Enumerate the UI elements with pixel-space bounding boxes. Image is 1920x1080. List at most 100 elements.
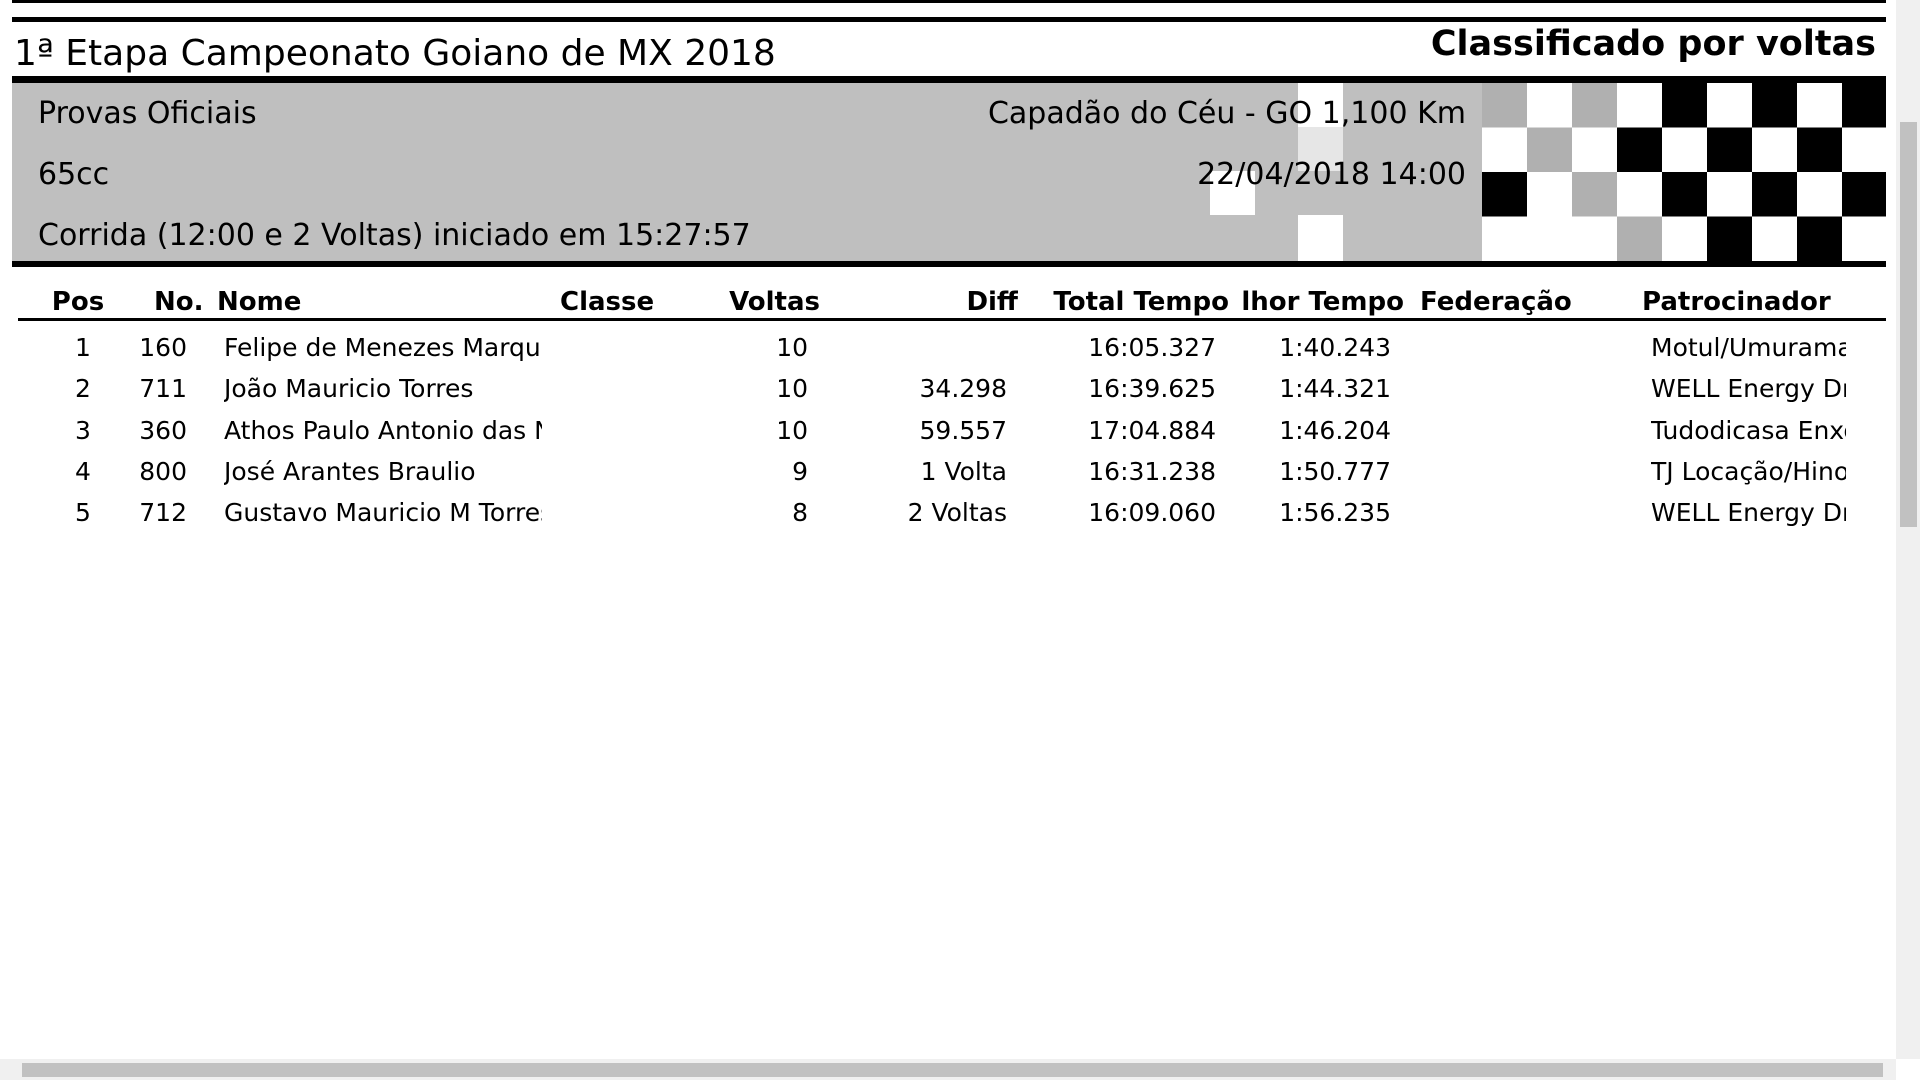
table-cell-text: TJ Locação/Hino bbox=[1651, 456, 1846, 486]
flag-square bbox=[1527, 172, 1572, 217]
table-cell-text: 160 bbox=[139, 333, 187, 362]
text: 65cc bbox=[38, 157, 110, 192]
table-cell-text: 17:04.884 bbox=[1088, 415, 1216, 445]
race-info: Corrida (12:00 e 2 Voltas) iniciado em 1… bbox=[38, 218, 751, 254]
table-cell: Motul/Umurama bbox=[1651, 330, 1846, 366]
column-header: Nome bbox=[217, 284, 517, 320]
table-cell-text: 34.298 bbox=[919, 374, 1007, 404]
table-cell: 4 bbox=[33, 454, 133, 490]
column-header-text: Pos bbox=[51, 287, 105, 317]
flag-square bbox=[1662, 216, 1707, 261]
table-cell: 17:04.884 bbox=[916, 413, 1216, 449]
table-cell: 10 bbox=[508, 371, 808, 407]
table-cell: 712 bbox=[0, 495, 187, 531]
column-header: Federação bbox=[1420, 284, 1720, 320]
column-header: Melhor Tempo bbox=[1243, 284, 1404, 320]
table-cell: Tudodicasa Enxo bbox=[1651, 413, 1846, 449]
table-cell: João Mauricio Torres bbox=[224, 371, 542, 407]
table-cell: 1:50.777 bbox=[1091, 454, 1391, 490]
table-cell-text: Athos Paulo Antonio das Ne bbox=[224, 415, 542, 445]
table-cell-text: 16:39.625 bbox=[1088, 374, 1216, 404]
flag-square bbox=[1662, 83, 1707, 128]
table-cell-text: 711 bbox=[139, 374, 187, 404]
table-cell: WELL Energy Dri bbox=[1651, 371, 1846, 407]
table-cell-text: 800 bbox=[139, 456, 187, 486]
location: Capadão do Céu - GO 1,100 Km bbox=[900, 96, 1466, 132]
flag-square bbox=[1842, 216, 1886, 261]
table-cell: 1 Volta bbox=[707, 454, 1007, 490]
table-cell-text: 10 bbox=[776, 415, 808, 445]
table-cell: Athos Paulo Antonio das Ne bbox=[224, 413, 542, 449]
table-cell-text: 10 bbox=[776, 374, 808, 404]
table-cell: Felipe de Menezes Marques bbox=[224, 330, 542, 366]
column-header: Voltas bbox=[520, 284, 820, 320]
date-time: 22/04/2018 14:00 bbox=[900, 157, 1466, 193]
table-cell: TJ Locação/Hino bbox=[1651, 454, 1846, 490]
table-cell-text: 1:50.777 bbox=[1279, 456, 1391, 486]
table-cell-text: Felipe de Menezes Marques bbox=[224, 333, 542, 362]
flag-square bbox=[1527, 127, 1572, 172]
table-cell: 2 Voltas bbox=[707, 495, 1007, 531]
header-rule bbox=[18, 318, 1886, 321]
text: Provas Oficiais bbox=[38, 96, 257, 131]
table-cell-text: 1:44.321 bbox=[1279, 374, 1391, 404]
flag-square bbox=[1298, 215, 1343, 261]
flag-square bbox=[1572, 83, 1617, 128]
table-cell-text: João Mauricio Torres bbox=[224, 374, 474, 404]
table-cell: 59.557 bbox=[707, 413, 1007, 449]
table-cell-text: 712 bbox=[139, 498, 187, 528]
column-header-text: Nome bbox=[217, 287, 302, 317]
column-header: Patrocinador bbox=[1642, 284, 1920, 320]
event-name: Provas Oficiais bbox=[38, 96, 257, 132]
flag-square bbox=[1482, 127, 1527, 172]
table-cell-text: WELL Energy Dri bbox=[1651, 498, 1846, 528]
flag-square bbox=[1662, 172, 1707, 217]
text: Corrida (12:00 e 2 Voltas) iniciado em 1… bbox=[38, 218, 751, 253]
flag-square bbox=[1797, 127, 1842, 172]
page-title: 1ª Etapa Campeonato Goiano de MX 2018 bbox=[14, 34, 776, 74]
table-cell-text: 5 bbox=[75, 498, 91, 528]
table-cell-text: 1:40.243 bbox=[1279, 333, 1391, 362]
table-cell: 10 bbox=[508, 330, 808, 366]
scroll-thumb[interactable] bbox=[22, 1063, 1883, 1077]
flag-square bbox=[1572, 127, 1617, 172]
table-cell: 2 bbox=[33, 371, 133, 407]
table-cell: 16:09.060 bbox=[916, 495, 1216, 531]
flag-square bbox=[1210, 171, 1255, 215]
flag-square bbox=[1617, 127, 1662, 172]
table-cell: 1:40.243 bbox=[1091, 330, 1391, 366]
column-header-text: Federação bbox=[1420, 287, 1572, 317]
flag-square bbox=[1662, 127, 1707, 172]
table-cell: 1:46.204 bbox=[1091, 413, 1391, 449]
flag-square bbox=[1842, 127, 1886, 172]
table-cell: 16:39.625 bbox=[916, 371, 1216, 407]
table-cell: 5 bbox=[33, 495, 133, 531]
flag-square bbox=[1797, 83, 1842, 128]
table-cell-text: 1 bbox=[75, 333, 91, 362]
table-cell: 1 bbox=[33, 330, 133, 366]
text: 1ª Etapa Campeonato Goiano de MX 2018 bbox=[14, 34, 776, 74]
flag-square bbox=[1707, 216, 1752, 261]
column-header-text: Voltas bbox=[729, 287, 820, 317]
flag-square bbox=[1298, 83, 1343, 127]
table-cell: 3 bbox=[33, 413, 133, 449]
table-cell-text: 10 bbox=[776, 333, 808, 362]
table-cell-text: 1:46.204 bbox=[1279, 415, 1391, 445]
category: 65cc bbox=[38, 157, 109, 193]
flag-square bbox=[1752, 83, 1797, 128]
rule bbox=[12, 0, 1886, 3]
flag-square bbox=[1527, 83, 1572, 128]
scroll-thumb[interactable] bbox=[1900, 122, 1917, 527]
table-cell-text: 360 bbox=[139, 415, 187, 445]
column-header-text: Diff bbox=[966, 287, 1018, 317]
checkered-flag bbox=[1210, 83, 1886, 261]
flag-square bbox=[1482, 216, 1527, 261]
flag-square bbox=[1707, 83, 1752, 128]
table-cell-text: Gustavo Mauricio M Torres bbox=[224, 498, 542, 528]
flag-square bbox=[1842, 172, 1886, 217]
table-cell-text: 16:31.238 bbox=[1088, 456, 1216, 486]
flag-square bbox=[1298, 127, 1343, 171]
table-cell: 800 bbox=[0, 454, 187, 490]
flag-square bbox=[1617, 216, 1662, 261]
